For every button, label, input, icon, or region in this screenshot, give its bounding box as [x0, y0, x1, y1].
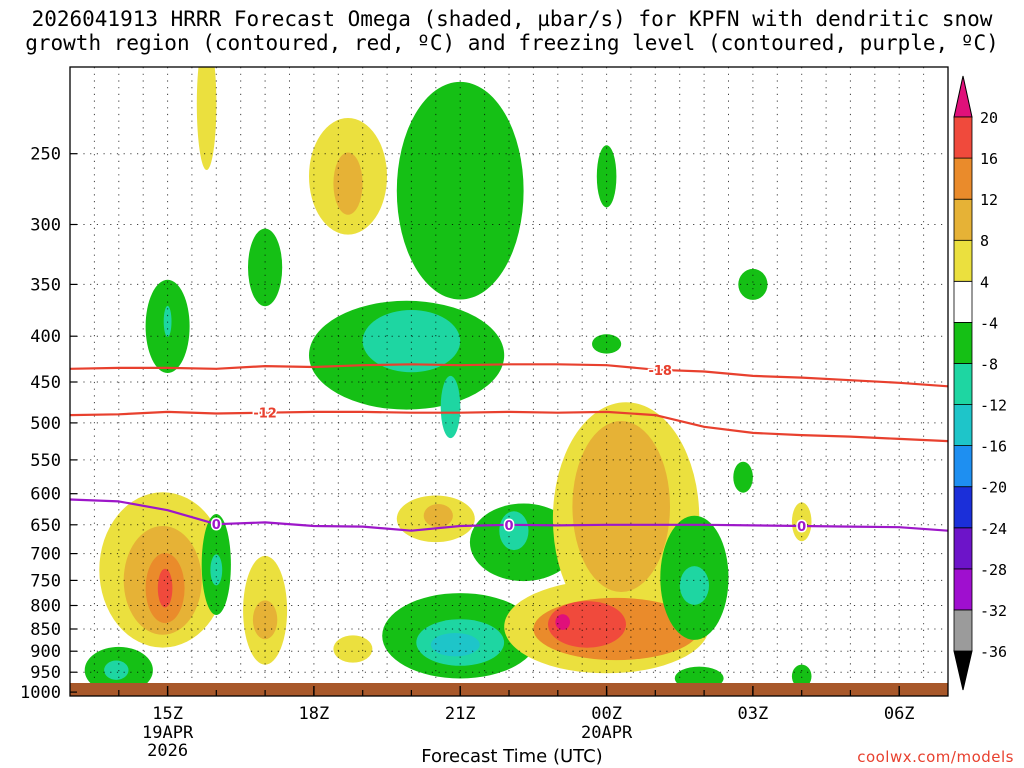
- colorbar-label-0: -36: [980, 643, 1007, 661]
- y-tick-label-1000: 1000: [20, 683, 61, 703]
- colorbar-label-6: -12: [980, 397, 1007, 415]
- x-tick-year-15Z: 2026: [147, 741, 188, 761]
- y-axis: 2503003504004505005506006507007508008509…: [20, 145, 77, 703]
- omega-area-dn1-11: [248, 228, 283, 307]
- omega-area-up5-33: [555, 614, 570, 630]
- x-tick-label-21Z: 21Z: [445, 704, 476, 724]
- y-tick-label-300: 300: [30, 216, 61, 236]
- colorbar-band-6: [953, 404, 973, 446]
- omega-area-up1-41: [791, 502, 812, 542]
- omega-area-dn1-34: [596, 145, 617, 208]
- contour-line-1: [70, 410, 948, 443]
- omega-area-dn1-40: [733, 461, 753, 493]
- colorbar-label-2: -28: [980, 561, 1007, 579]
- colorbar-label-11: 12: [980, 191, 998, 209]
- colorbar-band-13: [953, 116, 973, 159]
- colorbar-band-9: [953, 280, 973, 323]
- source-credit[interactable]: coolwx.com/models: [857, 748, 1014, 766]
- ground-bar: [70, 683, 948, 696]
- y-tick-label-450: 450: [30, 373, 61, 393]
- omega-area-up1-8: [196, 67, 217, 170]
- omega-shading: [84, 67, 812, 694]
- colorbar-band-1: [953, 609, 973, 652]
- omega-area-up2-30: [572, 421, 670, 592]
- omega-area-up2-21: [423, 504, 453, 528]
- contour-label-1-0: -12: [253, 407, 277, 422]
- contour-line-2: [70, 498, 948, 532]
- colorbar-band-4: [953, 486, 973, 529]
- colorbar: -36 -32 -28 -24 -20 -16 -12 -8 -4 4 8 12 16 20: [953, 75, 1007, 691]
- x-tick-label-00Z: 00Z: [591, 704, 622, 724]
- y-tick-label-850: 850: [30, 620, 61, 640]
- chart-title-line-1: 2026041913 HRRR Forecast Omega (shaded, …: [31, 7, 993, 31]
- colorbar-label-7: -8: [980, 356, 998, 374]
- colorbar-label-10: 8: [980, 232, 989, 250]
- omega-area-dn2-37: [679, 566, 710, 605]
- y-tick-label-600: 600: [30, 485, 61, 505]
- omega-area-dn3-26: [430, 633, 480, 657]
- colorbar-band-11: [953, 198, 973, 241]
- omega-area-dn1-39: [738, 268, 768, 300]
- omega-area-dn1-16: [396, 81, 524, 300]
- omega-area-dn2-19: [440, 375, 461, 439]
- omega-area-up4-3: [157, 568, 173, 608]
- omega-area-dn2-27: [499, 511, 529, 551]
- colorbar-band-2: [953, 568, 973, 611]
- y-tick-label-650: 650: [30, 516, 61, 536]
- y-tick-label-250: 250: [30, 145, 61, 165]
- omega-area-up2-15: [333, 152, 363, 215]
- omega-area-dn1-42: [791, 664, 812, 688]
- contour-label-2-2: 0: [797, 520, 806, 535]
- colorbar-band-12: [953, 157, 973, 200]
- colorbar-band-7: [953, 363, 973, 405]
- colorbar-label-13: 20: [980, 109, 998, 127]
- chart-title-line-2: growth region (contoured, red, ºC) and f…: [25, 31, 999, 55]
- isotherm-contours: -18 -12 0 0 0: [70, 362, 948, 537]
- colorbar-band-3: [953, 527, 973, 570]
- omega-area-up4-32: [548, 601, 626, 648]
- y-tick-label-350: 350: [30, 275, 61, 295]
- contour-label-2-0: 0: [212, 518, 221, 533]
- contour-label-2-1: 0: [504, 519, 513, 534]
- x-tick-date-15Z: 19APR: [142, 723, 194, 743]
- y-tick-label-500: 500: [30, 414, 61, 434]
- y-tick-label-400: 400: [30, 327, 61, 347]
- y-tick-label-700: 700: [30, 545, 61, 565]
- colorbar-label-12: 16: [980, 150, 998, 168]
- contour-line-0: [70, 363, 948, 388]
- x-tick-label-15Z: 15Z: [152, 704, 183, 724]
- colorbar-band-10: [953, 239, 973, 282]
- colorbar-label-4: -20: [980, 479, 1007, 497]
- colorbar-label-3: -24: [980, 520, 1007, 538]
- y-tick-label-900: 900: [30, 642, 61, 662]
- x-tick-label-03Z: 03Z: [738, 704, 769, 724]
- omega-area-dn2-18: [362, 310, 461, 373]
- y-tick-label-750: 750: [30, 571, 61, 591]
- omega-area-up1-22: [333, 635, 373, 663]
- y-tick-label-800: 800: [30, 597, 61, 617]
- colorbar-label-8: -4: [980, 314, 998, 332]
- x-tick-date-00Z: 20APR: [581, 723, 633, 743]
- colorbar-label-9: 4: [980, 273, 989, 291]
- y-tick-label-950: 950: [30, 663, 61, 683]
- y-tick-label-550: 550: [30, 451, 61, 471]
- omega-area-dn1-35: [592, 334, 622, 354]
- colorbar-extend-top: [953, 75, 973, 118]
- contour-label-0-0: -18: [648, 364, 672, 379]
- x-tick-label-18Z: 18Z: [299, 704, 330, 724]
- omega-area-up2-13: [252, 600, 278, 640]
- x-tick-label-06Z: 06Z: [884, 704, 915, 724]
- colorbar-extend-bottom: [953, 650, 973, 691]
- colorbar-band-5: [953, 445, 973, 488]
- omega-area-dn2-7: [163, 305, 172, 337]
- colorbar-band-8: [953, 321, 973, 364]
- omega-area-dn2-5: [104, 660, 129, 680]
- colorbar-label-1: -32: [980, 602, 1007, 620]
- colorbar-label-5: -16: [980, 438, 1007, 456]
- x-axis-title: Forecast Time (UTC): [421, 746, 603, 767]
